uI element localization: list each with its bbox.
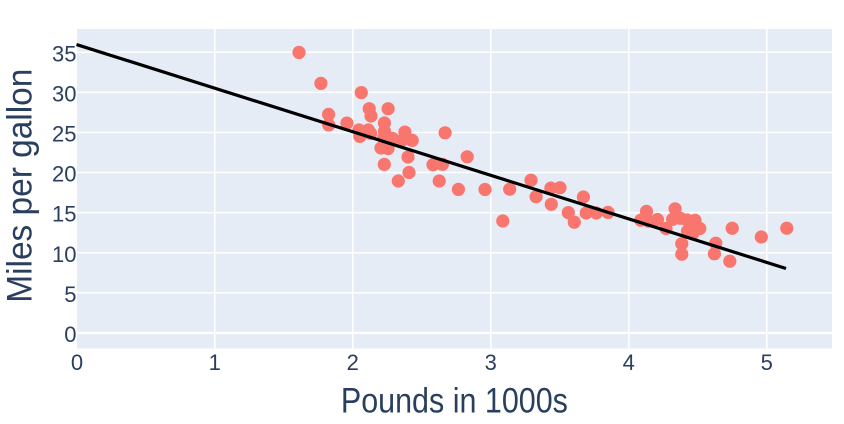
- svg-text:3: 3: [485, 350, 497, 375]
- svg-text:Pounds in 1000s: Pounds in 1000s: [341, 382, 568, 421]
- svg-text:25: 25: [52, 122, 76, 147]
- svg-text:20: 20: [52, 162, 76, 187]
- svg-text:0: 0: [71, 350, 83, 375]
- svg-text:30: 30: [52, 82, 76, 107]
- svg-text:10: 10: [52, 242, 76, 267]
- svg-text:35: 35: [52, 41, 76, 66]
- svg-text:1: 1: [209, 350, 221, 375]
- svg-text:Miles per gallon: Miles per gallon: [1, 69, 40, 303]
- svg-text:5: 5: [64, 282, 76, 307]
- svg-text:15: 15: [52, 202, 76, 227]
- svg-text:0: 0: [64, 322, 76, 347]
- svg-text:5: 5: [761, 350, 773, 375]
- svg-text:4: 4: [623, 350, 635, 375]
- svg-text:2: 2: [347, 350, 359, 375]
